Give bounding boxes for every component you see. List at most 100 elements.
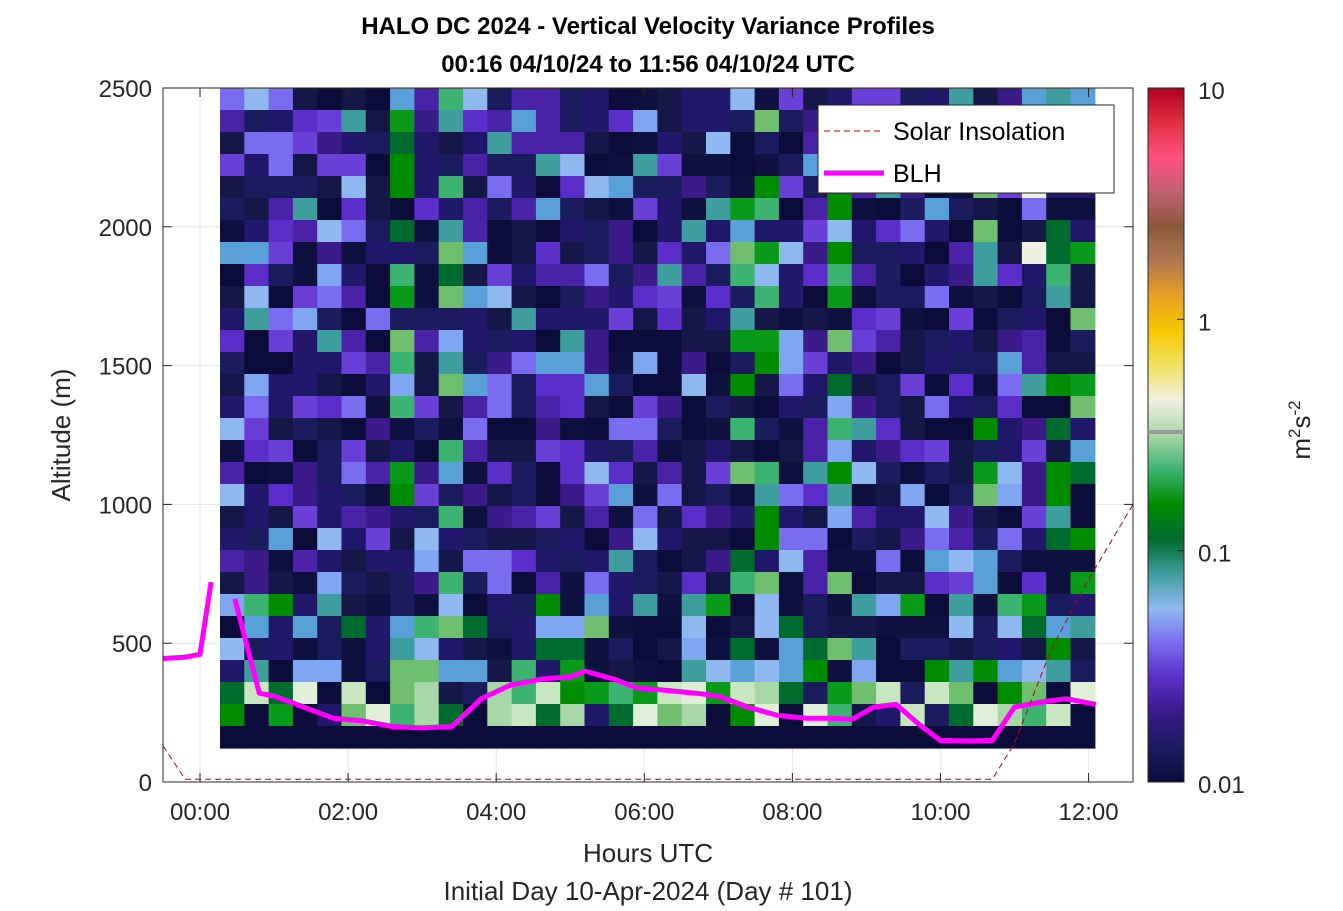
heatmap-cell [414,616,440,639]
heatmap-cell [1070,264,1096,287]
heatmap-cell [487,462,513,485]
heatmap-cell [876,572,901,595]
heatmap-cell [754,726,780,749]
heatmap-cell [730,418,756,441]
heatmap-cell [827,506,853,529]
heatmap-cell [730,198,756,221]
heatmap-cell [390,330,415,353]
heatmap-cell [438,616,464,639]
heatmap-cell [754,242,780,265]
heatmap-cell [681,726,707,749]
heatmap-cell [511,264,537,287]
heatmap-cell [851,242,877,265]
heatmap-cell [924,396,950,419]
heatmap-cell [730,726,756,749]
heatmap-cell [608,572,634,595]
heatmap-cell [1070,572,1096,595]
heatmap-cell [657,198,683,221]
heatmap-cell [778,264,804,287]
heatmap-cell [754,638,780,661]
heatmap-cell [244,726,270,749]
heatmap-cell [220,572,245,595]
heatmap-cell [900,286,926,309]
heatmap-cell [414,352,440,375]
heatmap-cell [876,220,901,243]
heatmap-cell [706,594,731,617]
heatmap-cell [511,572,537,595]
heatmap-cell [463,572,488,595]
heatmap-cell [997,264,1023,287]
heatmap-cell [414,88,440,111]
heatmap-cell [390,396,415,419]
heatmap-cell [949,330,974,353]
heatmap-cell [292,616,318,639]
heatmap-cell [584,110,610,133]
heatmap-cell [827,352,853,375]
heatmap-cell [535,550,561,573]
heatmap-cell [997,506,1023,529]
heatmap-cell [292,286,318,309]
x-tick-label: 04:00 [466,799,526,826]
heatmap-cell [633,418,658,441]
heatmap-cell [487,198,513,221]
heatmap-cell [681,396,707,419]
heatmap-cell [292,440,318,463]
heatmap-cell [851,198,877,221]
heatmap-cell [1046,352,1072,375]
heatmap-cell [560,286,586,309]
heatmap-cell [511,88,537,111]
heatmap-cell [633,484,658,507]
heatmap-cell [487,506,513,529]
heatmap-cell [730,682,756,705]
heatmap-cell [997,572,1023,595]
heatmap-cell [778,462,804,485]
heatmap-cell [487,330,513,353]
heatmap-cell [1021,220,1047,243]
heatmap-cell [803,264,829,287]
heatmap-cell [827,594,853,617]
heatmap-cell [1070,484,1096,507]
heatmap-cell [657,704,683,727]
heatmap-cell [390,638,415,661]
heatmap-cell [220,506,245,529]
x-tick-label: 12:00 [1059,799,1119,826]
heatmap-cell [851,572,877,595]
x-tick-label: 02:00 [318,799,378,826]
heatmap-cell [730,154,756,177]
heatmap-cell [778,440,804,463]
heatmap-cell [657,132,683,155]
heatmap-cell [1070,462,1096,485]
heatmap-cell [584,638,610,661]
heatmap-cell [341,132,367,155]
y-tick-label: 1500 [99,354,152,381]
heatmap-cell [706,198,731,221]
heatmap-cell [438,286,464,309]
heatmap-cell [1070,616,1096,639]
heatmap-cell [730,110,756,133]
heatmap-cell [754,220,780,243]
heatmap-cell [1021,572,1047,595]
heatmap-cell [778,198,804,221]
heatmap-cell [463,616,488,639]
heatmap-cell [292,660,318,683]
legend-entry-solar: Solar Insolation [893,118,1065,146]
heatmap-cell [876,484,901,507]
heatmap-cell [268,660,294,683]
heatmap-cell [1070,726,1096,749]
heatmap-cell [973,572,999,595]
heatmap-cell [365,418,391,441]
heatmap-cell [560,506,586,529]
heatmap-cell [681,352,707,375]
heatmap-cell [706,242,731,265]
heatmap-cell [365,154,391,177]
heatmap-cell [754,308,780,331]
heatmap-cell [778,154,804,177]
heatmap-cell [535,176,561,199]
heatmap-cell [535,704,561,727]
heatmap-cell [438,726,464,749]
heatmap-cell [365,572,391,595]
heatmap-cell [341,176,367,199]
colorbar-tick-label: 0.1 [1198,541,1231,568]
heatmap-cell [754,286,780,309]
heatmap-cell [438,264,464,287]
